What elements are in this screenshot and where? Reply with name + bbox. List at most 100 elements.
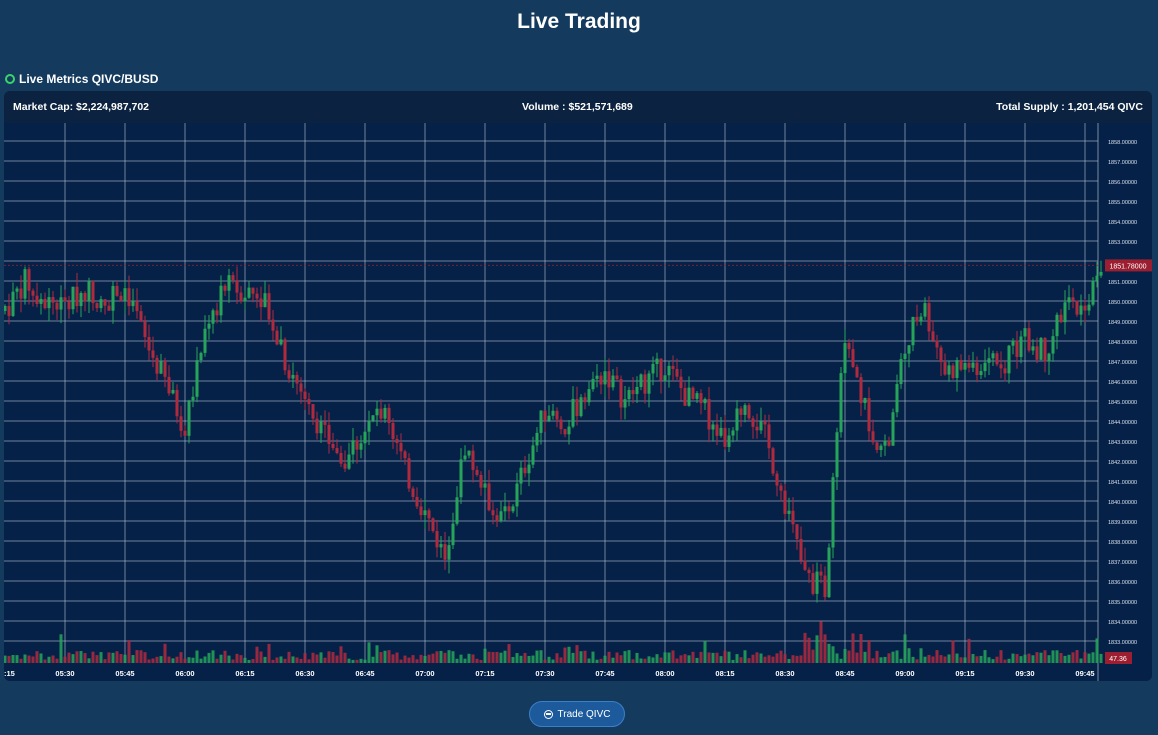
price-chart[interactable]: 1858.00000 1857.00000 1856.00000 1855.00000… <box>4 123 1152 681</box>
volume-bar <box>203 656 207 663</box>
volume-bar <box>55 658 59 663</box>
volume-bar <box>527 655 531 663</box>
volume-bar <box>655 654 659 663</box>
candle-body <box>271 319 275 331</box>
candle-body <box>791 510 795 525</box>
candle-body <box>775 473 779 486</box>
candle-body <box>331 443 335 449</box>
candle-body <box>515 483 519 507</box>
volume-bar <box>163 643 167 663</box>
candle-body <box>911 316 915 346</box>
candle-body <box>323 421 327 425</box>
volume-bar <box>687 655 691 663</box>
volume-bar <box>267 643 271 663</box>
volume-bar <box>363 659 367 663</box>
volume-bar <box>775 653 779 663</box>
candle-body <box>219 285 223 316</box>
volume-bar <box>91 651 95 663</box>
candle-body <box>647 373 651 394</box>
volume-bar <box>859 634 863 663</box>
volume-bar <box>819 621 823 663</box>
volume-bar <box>719 656 723 663</box>
volume-bar <box>1003 659 1007 663</box>
candle-body <box>963 362 967 370</box>
candle-body <box>1027 328 1031 351</box>
candle-body <box>699 393 703 404</box>
volume-bar <box>95 655 99 663</box>
x-tick-label: 07:15 <box>475 669 494 678</box>
candle-body <box>531 445 535 465</box>
candle-body <box>895 384 899 413</box>
x-tick-label: 07:00 <box>415 669 434 678</box>
volume-bar <box>643 658 647 663</box>
volume-bar <box>651 657 655 663</box>
volume-bar <box>679 655 683 663</box>
volume-bar <box>399 659 403 663</box>
candle-body <box>1051 336 1055 354</box>
volume-bar <box>507 644 511 663</box>
candle-body <box>431 518 435 532</box>
volume-bar <box>911 656 915 663</box>
volume-bar <box>747 658 751 663</box>
candle-body <box>663 375 667 381</box>
candle-body <box>487 483 491 511</box>
candle-body <box>383 407 387 419</box>
volume-bar <box>575 645 579 663</box>
coin-icon <box>543 709 553 719</box>
candle-body <box>1031 346 1035 351</box>
candle-body <box>583 397 587 403</box>
volume-bar <box>135 650 139 663</box>
candle-body <box>619 379 623 408</box>
candle-body <box>11 291 15 316</box>
volume-bar <box>847 650 851 663</box>
candle-body <box>235 280 239 293</box>
volume-bar <box>183 658 187 663</box>
volume-bar <box>499 652 503 663</box>
total-supply: Total Supply : 1,201,454 QIVC <box>996 101 1143 113</box>
candle-body <box>231 275 235 281</box>
x-tick-label: 08:30 <box>775 669 794 678</box>
y-tick-label: 1858.00000 <box>1108 140 1137 146</box>
candle-body <box>759 421 763 431</box>
volume-bar <box>963 657 967 663</box>
candle-body <box>683 388 687 406</box>
candle-body <box>423 510 427 516</box>
candle-body <box>859 377 863 404</box>
trade-button[interactable]: Trade QIVC <box>529 701 625 727</box>
y-tick-label: 1853.00000 <box>1108 240 1137 246</box>
candle-body <box>287 370 291 379</box>
volume-bar <box>131 655 135 663</box>
volume-bar <box>87 658 91 663</box>
candle-body <box>735 408 739 431</box>
volume-bar <box>307 659 311 663</box>
volume-bar <box>863 651 867 663</box>
volume-bar <box>879 657 883 663</box>
candle-body <box>491 510 495 516</box>
candle-body <box>795 524 799 539</box>
candle-body <box>655 358 659 364</box>
candle-body <box>659 358 663 381</box>
candle-body <box>263 293 267 308</box>
volume-tag <box>1105 652 1132 664</box>
y-tick-label: 1848.00000 <box>1108 340 1137 346</box>
candle-body <box>523 467 527 474</box>
candle-body <box>535 432 539 446</box>
candle-body <box>815 571 819 594</box>
candle-body <box>139 311 143 322</box>
volume-bar <box>1083 652 1087 663</box>
volume-bar <box>947 654 951 663</box>
candle-body <box>279 339 283 345</box>
candle-body <box>4 306 7 311</box>
candle-body <box>519 467 523 484</box>
candle-body <box>19 288 23 299</box>
candle-body <box>603 371 607 385</box>
candle-body <box>1091 280 1095 305</box>
candle-body <box>787 510 791 514</box>
candle-body <box>171 389 175 394</box>
candle-body <box>679 376 683 389</box>
candle-body <box>863 398 867 404</box>
candle-body <box>883 440 887 446</box>
volume-bar <box>115 651 119 663</box>
volume-bar <box>1007 658 1011 663</box>
candle-body <box>335 448 339 454</box>
